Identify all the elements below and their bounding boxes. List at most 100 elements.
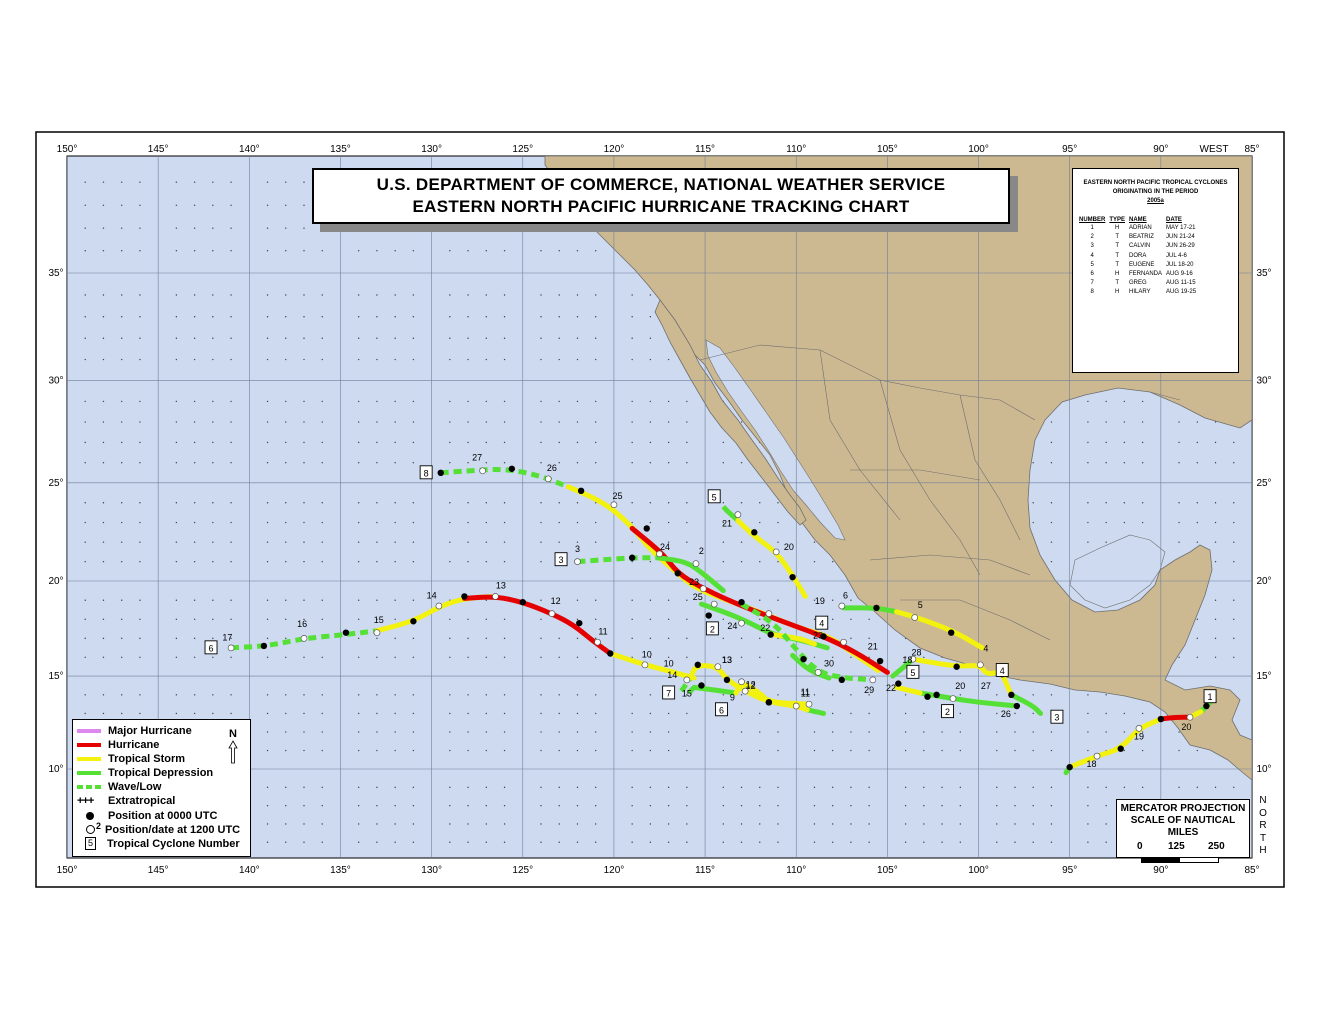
position-1200-marker	[594, 638, 601, 646]
grid-dot	[631, 618, 633, 621]
grid-dot	[175, 637, 178, 640]
grid-dot	[212, 560, 214, 563]
lon-label-top: 125°	[512, 144, 533, 155]
grid-dot	[285, 637, 287, 640]
grid-dot	[1032, 786, 1034, 789]
track-date-label: 22	[760, 623, 770, 633]
grid-dot	[485, 521, 488, 524]
lon-label-top: 120°	[604, 144, 625, 155]
grid-dot	[394, 618, 396, 621]
grid-dot	[84, 637, 86, 640]
grid-dot	[357, 618, 360, 621]
grid-dot	[540, 337, 542, 339]
grid-dot	[649, 560, 652, 563]
grid-dot	[139, 541, 141, 543]
grid-dot	[139, 462, 141, 464]
white-dot-icon	[86, 825, 95, 834]
grid-dot	[594, 541, 597, 543]
grid-dot	[777, 805, 779, 807]
storm-info-box: EASTERN NORTH PACIFIC TROPICAL CYCLONES …	[1072, 168, 1239, 373]
grid-dot	[467, 462, 469, 464]
grid-dot	[503, 749, 506, 752]
grid-dot	[1087, 541, 1089, 543]
grid-dot	[558, 805, 560, 807]
track-date-label: 6	[843, 590, 848, 600]
grid-dot	[1087, 786, 1089, 789]
track-date-label: 24	[660, 542, 670, 552]
grid-dot	[449, 786, 451, 789]
storm-table-row: 3 T CALVIN JUN 26-29	[1079, 242, 1200, 251]
position-0000-marker	[705, 612, 712, 619]
grid-dot	[230, 502, 232, 504]
grid-dot	[266, 786, 269, 789]
grid-dot	[321, 441, 323, 444]
lon-label-top: 130°	[421, 144, 442, 155]
scale-bar-segment-1	[1141, 857, 1181, 863]
grid-dot	[485, 560, 488, 563]
grid-dot	[357, 337, 360, 339]
north-letter: T	[1259, 832, 1267, 844]
grid-dot	[576, 823, 579, 825]
grid-dot	[321, 656, 323, 658]
grid-dot	[1105, 502, 1107, 504]
grid-dot	[139, 421, 141, 423]
lon-label-top: 85°	[1244, 144, 1259, 155]
tropical-storm-swatch	[77, 756, 101, 761]
track-date-label: 10	[642, 649, 652, 659]
grid-dot	[266, 227, 269, 229]
grid-dot	[1087, 421, 1089, 423]
grid-dot	[996, 786, 998, 789]
grid-dot	[230, 656, 232, 658]
grid-dot	[1087, 749, 1089, 752]
grid-dot	[740, 637, 743, 640]
grid-dot	[303, 786, 305, 789]
grid-dot	[449, 502, 451, 504]
grid-dot	[212, 618, 214, 621]
storm-table-cell: 1	[1090, 225, 1094, 231]
grid-dot	[357, 637, 360, 640]
grid-dot	[175, 521, 178, 524]
grid-dot	[759, 618, 761, 621]
grid-dot	[485, 541, 488, 543]
grid-dot	[84, 358, 86, 361]
storm-number-box	[906, 664, 920, 679]
grid-dot	[102, 250, 105, 252]
grid-dot	[449, 560, 451, 563]
grid-dot	[558, 712, 560, 715]
grid-dot	[503, 841, 506, 843]
legend-cyclone-number: 5 Tropical Cyclone Number	[77, 837, 240, 850]
lon-label-bottom: 105°	[877, 865, 898, 876]
grid-dot	[230, 400, 232, 403]
grid-dot	[467, 358, 469, 361]
grid-dot	[576, 400, 579, 403]
grid-dot	[540, 358, 542, 361]
grid-dot	[467, 618, 469, 621]
grid-dot	[594, 656, 597, 658]
grid-dot	[376, 749, 378, 752]
grid-dot	[321, 316, 323, 318]
grid-dot	[84, 250, 86, 252]
grid-dot	[412, 599, 415, 601]
grid-dot	[1014, 749, 1016, 752]
grid-dot	[1050, 694, 1053, 696]
grid-dot	[84, 337, 86, 339]
lon-label-bottom: 100°	[968, 865, 989, 876]
grid-dot	[1050, 541, 1053, 543]
grid-dot	[321, 805, 323, 807]
grid-dot	[285, 294, 287, 296]
lon-label-top: 95°	[1062, 144, 1077, 155]
grid-dot	[321, 823, 323, 825]
scale-bar: 0 125 250	[1117, 841, 1249, 865]
grid-dot	[303, 560, 305, 563]
grid-dot	[1196, 618, 1199, 621]
track-date-label: 9	[730, 692, 735, 702]
storm-number-label: 1	[1208, 692, 1213, 702]
storm-number-label: 4	[1000, 666, 1005, 676]
track-date-label: 14	[427, 590, 437, 600]
grid-dot	[759, 805, 761, 807]
grid-dot	[376, 358, 378, 361]
grid-dot	[449, 749, 451, 752]
grid-dot	[1050, 421, 1053, 423]
grid-dot	[266, 656, 269, 658]
